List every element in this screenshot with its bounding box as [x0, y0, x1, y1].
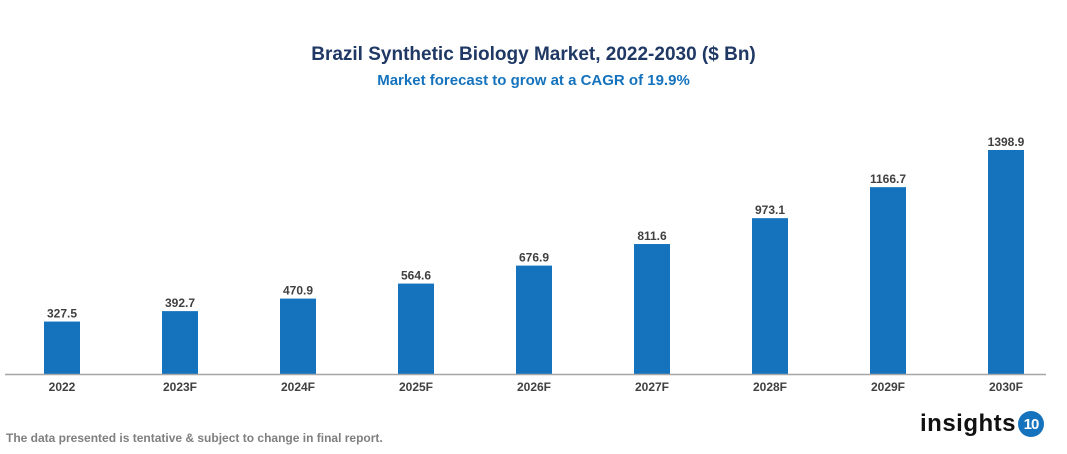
bar-2025F: [398, 283, 434, 374]
bar-2023F: [162, 311, 198, 374]
bar-2028F: [752, 218, 788, 374]
data-label: 470.9: [283, 284, 313, 298]
data-label: 811.6: [637, 229, 667, 243]
data-label: 564.6: [401, 269, 431, 283]
x-tick-label: 2022: [49, 380, 76, 394]
logo-badge: 10: [1018, 411, 1045, 437]
data-label: 676.9: [519, 251, 549, 265]
bar-2022: [44, 321, 80, 374]
bar-2024F: [280, 298, 316, 374]
data-label: 973.1: [755, 203, 785, 217]
bar-2030F: [988, 149, 1024, 374]
data-label: 392.7: [165, 296, 195, 310]
x-tick-label: 2025F: [399, 380, 433, 394]
bar-2026F: [516, 265, 552, 374]
bar-2029F: [870, 187, 906, 374]
chart-title: Brazil Synthetic Biology Market, 2022-20…: [311, 44, 756, 65]
logo-text: insights: [920, 410, 1017, 437]
chart-subtitle: Market forecast to grow at a CAGR of 19.…: [377, 72, 690, 89]
data-label: 1166.7: [870, 172, 906, 186]
x-tick-label: 2028F: [753, 380, 787, 394]
x-tick-label: 2024F: [281, 380, 315, 394]
x-tick-label: 2029F: [871, 380, 905, 394]
x-tick-label: 2023F: [163, 380, 197, 394]
data-label: 327.5: [47, 307, 77, 321]
x-tick-label: 2026F: [517, 380, 551, 394]
x-tick-label: 2030F: [989, 380, 1023, 394]
data-label: 1398.9: [988, 135, 1025, 149]
x-tick-label: 2027F: [635, 380, 669, 394]
insights10-logo: insights 10: [920, 410, 1045, 438]
footnote: The data presented is tentative & subjec…: [6, 431, 383, 445]
bar-2027F: [634, 244, 670, 374]
